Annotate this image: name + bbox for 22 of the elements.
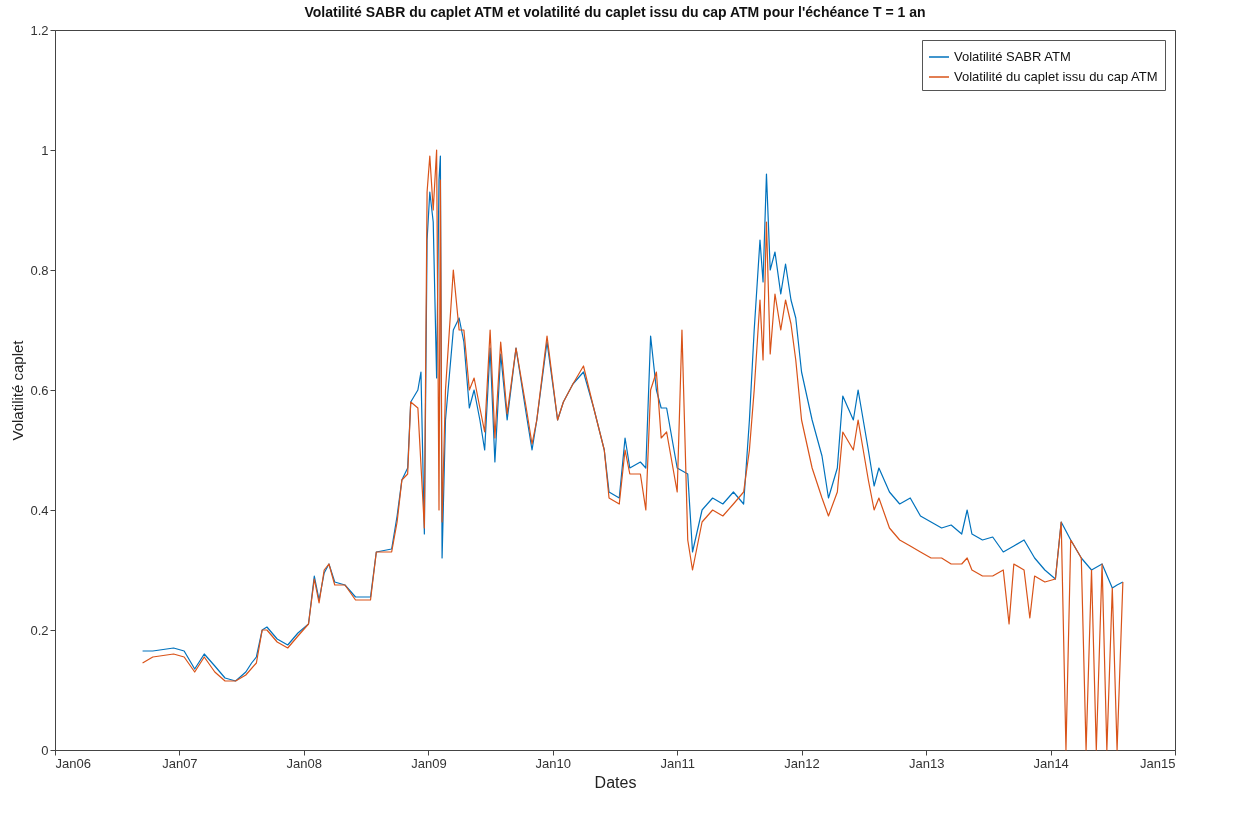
- y-tick-label: 0: [41, 742, 49, 758]
- x-tick-label: Jan08: [286, 755, 322, 771]
- legend-label: Volatilité du caplet issu du cap ATM: [954, 69, 1158, 84]
- x-tick-label: Jan13: [909, 755, 945, 771]
- x-tick-label: Jan07: [162, 755, 198, 771]
- chart-title: Volatilité SABR du caplet ATM et volatilité du caplet issu du cap ATM pour l'échéance T = 1 an: [304, 4, 926, 20]
- y-tick-label: 1.2: [30, 22, 49, 38]
- y-tick-label: 0.4: [30, 502, 49, 518]
- legend-label: Volatilité SABR ATM: [954, 49, 1071, 64]
- x-axis-title: Dates: [594, 773, 637, 791]
- x-tick-label: Jan10: [535, 755, 572, 771]
- y-tick-label: 1: [41, 142, 49, 158]
- x-tick-label: Jan09: [411, 755, 447, 771]
- y-tick-label: 0.2: [30, 622, 49, 638]
- y-tick-label: 0.6: [30, 382, 49, 398]
- x-tick-label: Jan12: [784, 755, 820, 771]
- x-tick-label: Jan15: [1140, 755, 1176, 771]
- x-tick-label: Jan11: [660, 755, 695, 771]
- x-tick-label: Jan14: [1033, 755, 1069, 771]
- y-axis-title: Volatilité caplet: [9, 339, 27, 441]
- y-tick-label: 0.8: [30, 262, 49, 278]
- x-tick-label: Jan06: [55, 755, 91, 771]
